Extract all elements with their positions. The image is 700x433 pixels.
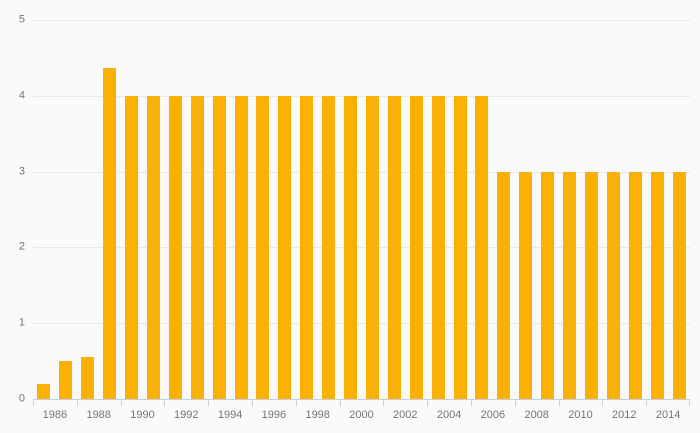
x-axis-ticks: [33, 399, 690, 407]
bar[interactable]: [256, 95, 270, 399]
gridline-4: [33, 95, 690, 97]
x-tick-label: 1986: [42, 409, 68, 421]
bar[interactable]: [606, 171, 620, 399]
x-axis-tick: [646, 399, 648, 406]
x-axis-tick: [76, 399, 78, 406]
bar[interactable]: [212, 95, 226, 399]
bar[interactable]: [81, 357, 95, 399]
bars-layer: [33, 20, 690, 399]
x-axis-tick: [602, 399, 604, 406]
y-tick-label: 1: [18, 316, 25, 329]
bar[interactable]: [234, 95, 248, 399]
gridline-1: [33, 323, 690, 325]
x-axis-tick: [33, 399, 34, 406]
x-tick-label: 2010: [568, 409, 593, 421]
bar[interactable]: [563, 171, 577, 399]
bar[interactable]: [103, 67, 117, 399]
bar[interactable]: [190, 95, 204, 399]
bar[interactable]: [519, 171, 533, 399]
bar[interactable]: [672, 171, 686, 399]
y-tick-label: 4: [18, 89, 25, 102]
bar[interactable]: [584, 171, 598, 399]
bar[interactable]: [497, 171, 511, 399]
x-tick-label: 1990: [130, 409, 155, 421]
x-axis-labels: 1986 1988 1990 1992 1994 1996 1998 2000 2002 2004…: [33, 408, 690, 428]
x-axis-line: [33, 399, 690, 400]
bar[interactable]: [387, 95, 401, 399]
x-tick-label: 1994: [217, 409, 243, 421]
x-tick-label: 1988: [86, 409, 111, 421]
y-tick-label: 2: [18, 240, 25, 253]
bar[interactable]: [168, 95, 182, 399]
x-axis-tick: [164, 399, 166, 406]
x-tick-label: 2008: [524, 409, 549, 421]
x-axis-tick: [120, 399, 122, 406]
x-axis-tick: [427, 399, 429, 406]
bar[interactable]: [37, 383, 51, 399]
x-tick-label: 1992: [174, 409, 199, 421]
bar[interactable]: [300, 95, 314, 399]
x-tick-label: 1996: [261, 409, 287, 421]
x-tick-label: 2012: [612, 409, 637, 421]
bar[interactable]: [431, 95, 445, 399]
bar[interactable]: [344, 95, 358, 399]
y-tick-label: 3: [18, 165, 25, 178]
bar[interactable]: [541, 171, 555, 399]
bar[interactable]: [475, 95, 489, 399]
bar[interactable]: [278, 95, 292, 399]
bar[interactable]: [146, 95, 160, 399]
gridline-5: [33, 20, 690, 21]
x-axis-tick: [471, 399, 472, 406]
x-axis-tick: [689, 399, 690, 406]
bar[interactable]: [59, 361, 73, 399]
bar[interactable]: [650, 171, 664, 399]
bar[interactable]: [125, 95, 139, 399]
x-axis-tick: [558, 399, 560, 406]
bar[interactable]: [409, 95, 423, 399]
bar[interactable]: [322, 95, 336, 399]
gridline-3: [33, 171, 690, 173]
x-axis-tick: [208, 399, 210, 406]
bar[interactable]: [628, 171, 642, 399]
x-axis-tick: [252, 399, 253, 406]
x-axis-tick: [514, 399, 516, 406]
x-tick-label: 2002: [393, 409, 418, 421]
x-axis-tick: [383, 399, 385, 406]
x-axis-tick: [295, 399, 297, 406]
x-tick-label: 2006: [480, 409, 506, 421]
bar[interactable]: [365, 95, 379, 399]
x-tick-label: 2000: [349, 409, 374, 421]
x-tick-label: 2004: [436, 409, 462, 421]
y-tick-label: 0: [18, 392, 25, 405]
x-axis-tick: [339, 399, 341, 406]
x-tick-label: 2014: [655, 409, 681, 421]
bar[interactable]: [453, 95, 467, 399]
gridline-2: [33, 247, 690, 249]
y-axis-labels: 0 1 2 3 4 5: [0, 14, 25, 404]
x-tick-label: 1998: [305, 409, 330, 421]
y-tick-label: 5: [18, 13, 25, 26]
